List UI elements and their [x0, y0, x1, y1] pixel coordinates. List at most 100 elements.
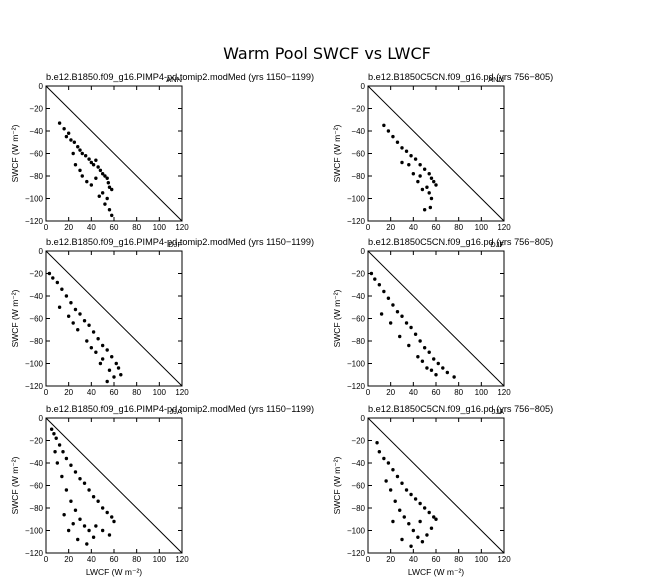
data-point [382, 456, 386, 461]
data-point [69, 499, 73, 503]
scatter-panel-3: 0 20 40 60 80 100 120 0 −20 −40 −60 −80 −100 −120 b.e1… [10, 237, 314, 397]
x-tick-label: 20 [386, 223, 395, 232]
data-point [60, 287, 64, 291]
data-point [425, 533, 429, 537]
data-point [386, 296, 391, 300]
data-point [398, 508, 402, 512]
data-point [391, 134, 395, 139]
data-point [427, 510, 431, 515]
y-tick-label: −120 [347, 549, 366, 558]
data-point [66, 528, 71, 533]
data-point [89, 346, 94, 350]
data-point [432, 515, 436, 519]
y-tick-label: −80 [351, 504, 365, 513]
panel-title: b.e12.B1850.f09_g16.PIMP4-pd.tomip2.modM… [46, 237, 314, 247]
data-point [97, 194, 101, 198]
x-tick-label: 20 [64, 388, 73, 397]
data-point [441, 366, 445, 370]
data-point [87, 323, 91, 327]
data-point [404, 321, 409, 325]
x-tick-label: 100 [153, 555, 167, 564]
y-tick-label: −120 [25, 382, 44, 391]
data-point [73, 307, 78, 312]
data-point [427, 350, 431, 354]
data-point [87, 488, 91, 492]
data-point [429, 368, 434, 372]
data-point [100, 191, 105, 195]
season-label: ANN [488, 75, 504, 84]
x-tick-label: 20 [64, 555, 73, 564]
data-point [413, 332, 418, 336]
data-point [429, 526, 434, 530]
data-point [53, 450, 57, 454]
scatter-panel-2: 0 20 40 60 80 100 120 0 −20 −40 −60 −80 −100 −120 b.e1… [332, 72, 553, 232]
x-tick-label: 20 [64, 223, 73, 232]
y-tick-label: −60 [351, 315, 365, 324]
y-tick-label: −100 [347, 527, 366, 536]
y-tick-label: −120 [25, 549, 44, 558]
data-point [418, 174, 422, 178]
data-point [418, 519, 422, 524]
data-point [420, 187, 425, 192]
x-tick-label: 0 [44, 555, 49, 564]
data-point [422, 506, 427, 510]
x-tick-label: 100 [475, 388, 489, 397]
x-tick-label: 80 [132, 555, 141, 564]
x-tick-label: 40 [409, 555, 418, 564]
data-point [103, 202, 107, 206]
y-tick-label: −40 [351, 292, 365, 301]
data-point [64, 294, 69, 298]
x-tick-label: 60 [110, 388, 119, 397]
data-point [418, 163, 422, 167]
data-point [409, 154, 413, 158]
data-point [100, 506, 105, 510]
x-tick-label: 100 [475, 223, 489, 232]
data-point [429, 196, 434, 201]
x-tick-label: 0 [366, 223, 371, 232]
data-point [94, 158, 98, 162]
y-axis-label: SWCF (W m⁻²) [332, 456, 342, 514]
x-tick-label: 80 [132, 388, 141, 397]
data-point [91, 163, 96, 167]
data-point [391, 519, 395, 524]
y-tick-label: 0 [39, 247, 44, 256]
data-point [395, 474, 400, 479]
data-point [404, 488, 409, 492]
data-point [418, 339, 422, 343]
data-point [386, 461, 391, 465]
data-point [87, 528, 91, 533]
data-point [76, 145, 80, 149]
x-tick-label: 80 [454, 555, 463, 564]
data-point [52, 432, 56, 436]
data-point [112, 519, 116, 524]
data-point [57, 305, 62, 309]
y-axis-label: SWCF (W m⁻²) [332, 289, 342, 347]
data-point [49, 427, 54, 431]
data-point [72, 140, 77, 144]
data-point [388, 488, 393, 492]
panel-title: b.e12.B1850C5CN.f09_g16.pd (yrs 756−805) [368, 404, 553, 414]
one-to-one-line [367, 417, 505, 554]
x-tick-label: 120 [497, 555, 511, 564]
x-tick-label: 20 [386, 555, 395, 564]
one-to-one-line [367, 85, 505, 222]
data-point [105, 196, 109, 201]
one-to-one-line [45, 250, 183, 387]
scatter-panel-6: 0 20 40 60 80 100 120 0 −20 −40 −60 −80 −100 −120 b.e1… [332, 404, 553, 577]
data-point [411, 172, 416, 176]
y-axis-label: SWCF (W m⁻²) [10, 124, 20, 182]
y-tick-label: −20 [351, 437, 365, 446]
y-tick-label: −60 [351, 150, 365, 159]
data-point [388, 321, 393, 325]
x-tick-label: 100 [153, 388, 167, 397]
data-point [105, 348, 109, 352]
data-point [85, 179, 89, 184]
data-point [373, 277, 377, 281]
data-point [91, 330, 96, 334]
data-point [73, 163, 78, 167]
data-point [413, 157, 418, 161]
data-point [94, 524, 98, 528]
data-point [428, 205, 433, 210]
season-label: JJA [491, 407, 504, 416]
data-point [64, 134, 69, 139]
